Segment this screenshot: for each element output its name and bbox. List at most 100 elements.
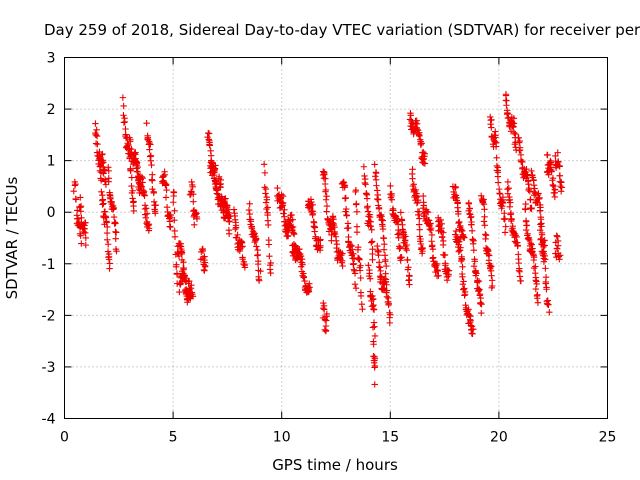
data-point: [265, 241, 273, 248]
data-point: [494, 179, 502, 186]
data-point: [468, 323, 476, 330]
data-point: [554, 242, 562, 249]
data-point: [133, 162, 140, 169]
data-point: [546, 309, 553, 316]
data-point: [517, 151, 525, 159]
data-point: [397, 209, 405, 216]
data-point: [113, 247, 120, 255]
data-point: [121, 118, 128, 126]
data-point: [537, 207, 544, 214]
data-point: [190, 190, 197, 198]
data-point: [519, 164, 526, 172]
data-point: [181, 276, 189, 284]
data-point: [351, 267, 358, 274]
data-point: [284, 233, 292, 240]
data-point: [530, 264, 538, 272]
data-point: [146, 139, 153, 147]
x-tick-label: 10: [273, 430, 291, 446]
data-point: [409, 170, 416, 178]
data-point: [428, 231, 436, 239]
data-point: [82, 234, 89, 242]
data-point: [345, 224, 352, 232]
data-point: [494, 169, 502, 176]
y-tick-label: -1: [42, 257, 56, 273]
data-point: [301, 277, 308, 285]
data-point: [427, 226, 435, 234]
data-point: [306, 284, 313, 291]
data-point: [262, 199, 270, 206]
data-point: [512, 232, 519, 239]
data-point: [290, 229, 297, 237]
data-point: [105, 178, 112, 185]
data-point: [191, 221, 198, 228]
data-point: [355, 255, 362, 263]
data-point: [145, 221, 153, 228]
data-point: [130, 207, 137, 215]
data-point: [246, 200, 253, 207]
data-point: [413, 120, 421, 127]
data-point: [251, 230, 258, 237]
data-point: [397, 244, 404, 252]
data-point: [477, 294, 484, 302]
data-point: [504, 190, 512, 197]
data-point: [549, 181, 556, 189]
data-point: [354, 246, 362, 253]
data-point: [129, 187, 136, 194]
data-point: [176, 288, 183, 296]
data-point: [241, 262, 248, 269]
data-point: [369, 296, 377, 303]
data-point: [406, 116, 414, 123]
data-point: [368, 239, 375, 246]
data-point: [295, 245, 303, 253]
data-point: [506, 203, 514, 211]
data-point: [428, 243, 436, 250]
data-point: [92, 140, 100, 147]
data-point: [129, 195, 136, 202]
data-point: [532, 269, 539, 277]
y-tick-label: -2: [42, 308, 56, 324]
data-point: [523, 172, 530, 179]
data-point: [476, 286, 483, 293]
data-point: [468, 227, 476, 235]
data-point: [432, 262, 440, 269]
data-point: [190, 198, 197, 205]
data-point: [146, 146, 153, 153]
data-point: [461, 234, 468, 241]
data-point: [142, 214, 150, 221]
data-point: [487, 264, 494, 271]
data-point: [541, 237, 548, 244]
data-point: [383, 287, 390, 294]
data-point: [239, 243, 246, 250]
data-point: [82, 241, 89, 249]
data-point: [507, 128, 515, 135]
data-point: [100, 170, 107, 177]
data-point: [309, 208, 317, 215]
data-point: [424, 208, 432, 216]
data-point: [266, 252, 273, 260]
data-point: [440, 229, 447, 236]
data-point: [162, 181, 170, 188]
data-point: [420, 202, 427, 209]
data-point: [536, 227, 544, 234]
data-point: [161, 171, 169, 179]
data-point: [280, 210, 287, 217]
data-point: [379, 286, 387, 293]
data-point: [224, 213, 232, 221]
data-point: [104, 223, 111, 231]
data-point: [556, 256, 563, 263]
data-point: [489, 282, 496, 290]
data-point: [460, 233, 467, 240]
data-point: [455, 218, 463, 226]
data-point: [421, 150, 429, 157]
data-point: [488, 116, 495, 123]
data-point: [387, 182, 394, 190]
data-point: [102, 181, 110, 188]
data-point: [265, 221, 272, 229]
data-point: [322, 175, 329, 182]
data-point: [425, 217, 433, 224]
data-point: [127, 136, 134, 144]
data-point: [112, 235, 119, 242]
data-point: [524, 171, 531, 178]
data-point: [427, 220, 434, 227]
data-points: [70, 91, 565, 388]
